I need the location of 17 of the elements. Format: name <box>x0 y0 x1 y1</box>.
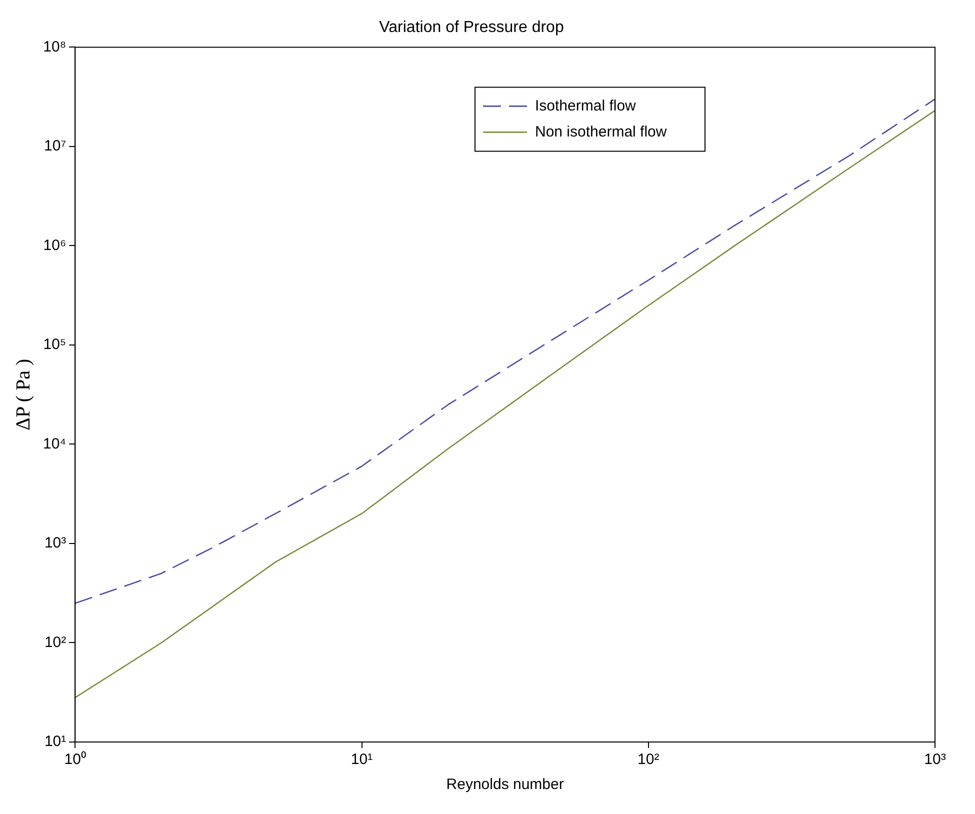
y-tick-label: 10⁴ <box>42 435 66 452</box>
y-tick-label: 10³ <box>44 534 66 552</box>
x-tick-label: 10¹ <box>350 751 373 768</box>
legend-label: Non isothermal flow <box>535 123 667 140</box>
x-axis-title: Reynolds number <box>446 776 564 794</box>
x-tick-label: 10⁰ <box>64 751 86 768</box>
y-tick-label: 10⁶ <box>43 236 66 254</box>
y-tick-label: 10⁸ <box>43 38 66 56</box>
y-tick-label: 10² <box>44 634 66 651</box>
x-tick-label: 10³ <box>924 751 946 768</box>
y-tick-label: 10¹ <box>44 733 66 750</box>
y-tick-label: 10⁷ <box>44 138 66 155</box>
y-tick-label: 10⁵ <box>43 336 66 354</box>
legend-label: Isothermal flow <box>535 97 636 114</box>
chart-title: Variation of Pressure drop <box>379 19 564 36</box>
y-axis-title: ΔP ( Pa ) <box>12 358 34 430</box>
x-tick-label: 10² <box>638 751 660 768</box>
